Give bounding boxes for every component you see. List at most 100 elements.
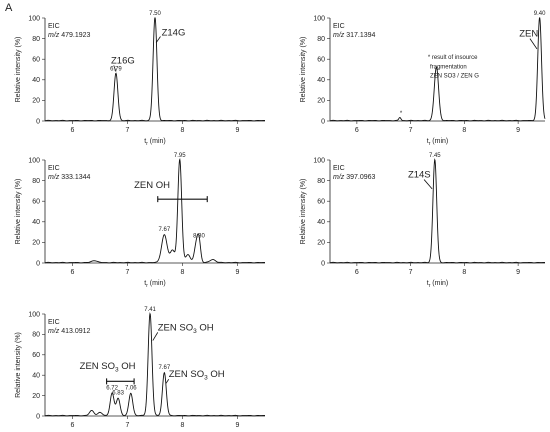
compound-label: Z16G — [111, 55, 135, 66]
panel-p3: 0 20 40 60 80 100 6 7 8 9 Relative intensity (%) tr… — [15, 153, 266, 289]
chromatogram-trace — [44, 312, 266, 417]
y-tick-label: 40 — [32, 219, 40, 226]
note-text: ZEN SO3 / ZEN G — [430, 74, 479, 80]
y-axis-label: Relative intensity (%) — [300, 179, 307, 245]
panel-label: A — [5, 2, 13, 14]
y-tick-label: 40 — [317, 219, 325, 226]
x-axis-label: tr (min) — [144, 280, 166, 289]
x-tick-label: 8 — [462, 269, 466, 276]
peak-rt-label: 6.72 — [106, 386, 118, 392]
compound-label: ZEN — [519, 29, 538, 40]
y-tick-label: 60 — [32, 352, 40, 359]
y-tick-label: 80 — [32, 178, 40, 185]
y-tick-label: 40 — [32, 373, 40, 380]
compound-label: ZEN OH — [134, 180, 170, 191]
y-axis-label: Relative intensity (%) — [300, 37, 307, 103]
peak-rt-label: 7.06 — [125, 386, 137, 392]
note-text: * result of insource — [428, 55, 478, 61]
y-tick-label: 0 — [36, 413, 40, 420]
x-tick-label: 7 — [409, 127, 413, 134]
peak-rt-label: 6.83 — [112, 391, 124, 397]
x-tick-label: 9 — [236, 422, 240, 429]
chromatogram-trace — [44, 17, 266, 122]
x-tick-label: 7 — [126, 269, 130, 276]
mz-label: m/z 413.0912 — [48, 328, 91, 335]
eic-label: EIC — [48, 23, 60, 30]
y-tick-label: 60 — [317, 199, 325, 206]
chromatogram-trace — [329, 17, 546, 122]
x-axis-label: tr (min) — [427, 280, 449, 289]
peak-rt-label: 7.50 — [149, 11, 161, 17]
x-tick-label: 9 — [516, 269, 520, 276]
x-tick-label: 8 — [462, 127, 466, 134]
y-tick-label: 20 — [32, 393, 40, 400]
panel-p4: 0 20 40 60 80 100 6 7 8 9 Relative intensity (%) tr… — [300, 153, 546, 289]
y-tick-label: 20 — [32, 240, 40, 247]
annotation-pointer — [165, 379, 170, 384]
note-text: fragmentation — [430, 64, 467, 70]
x-tick-label: 6 — [355, 127, 359, 134]
x-tick-label: 8 — [181, 127, 185, 134]
x-tick-label: 9 — [236, 127, 240, 134]
peak-rt-label: 7.67 — [159, 227, 171, 233]
y-tick-label: 100 — [28, 311, 40, 318]
y-tick-label: 80 — [317, 178, 325, 185]
compound-label: ZEN SO3 OH — [158, 322, 214, 335]
panel-p2: 0 20 40 60 80 100 6 7 8 9 Relative intensity (%) tr… — [300, 11, 546, 147]
annotation-pointer — [529, 38, 538, 50]
y-tick-label: 20 — [317, 98, 325, 105]
y-tick-label: 40 — [317, 77, 325, 84]
y-tick-label: 0 — [36, 118, 40, 125]
compound-label: ZEN SO3 OH — [169, 369, 225, 382]
y-tick-label: 100 — [28, 15, 40, 22]
peak-rt-label: 8.30 — [193, 233, 205, 239]
y-tick-label: 100 — [313, 157, 325, 164]
x-tick-label: 7 — [126, 422, 130, 429]
y-tick-label: 60 — [32, 199, 40, 206]
y-tick-label: 100 — [313, 15, 325, 22]
peak-rt-label: 7.95 — [174, 153, 186, 159]
annotation-pointer — [155, 36, 161, 43]
x-tick-label: 6 — [71, 422, 75, 429]
y-axis-label: Relative intensity (%) — [15, 37, 22, 103]
x-tick-label: 8 — [181, 422, 185, 429]
y-tick-label: 60 — [32, 57, 40, 64]
x-tick-label: 7 — [409, 269, 413, 276]
annotation-pointer — [152, 332, 159, 341]
x-tick-label: 9 — [516, 127, 520, 134]
peak-rt-label: 6.79 — [110, 67, 122, 73]
y-tick-label: 0 — [321, 260, 325, 267]
chromatogram-trace — [329, 158, 546, 264]
x-tick-label: 6 — [71, 127, 75, 134]
annotation-pointer — [113, 65, 117, 72]
y-tick-label: 100 — [28, 157, 40, 164]
y-tick-label: 80 — [32, 332, 40, 339]
y-tick-label: 20 — [32, 98, 40, 105]
x-tick-label: 9 — [236, 269, 240, 276]
x-axis-label: tr (min) — [427, 138, 449, 147]
x-tick-label: 8 — [181, 269, 185, 276]
peak-rt-label: 7.67 — [159, 365, 171, 371]
eic-label: EIC — [333, 165, 345, 172]
x-tick-label: 7 — [126, 127, 130, 134]
peak-group-bracket — [106, 378, 135, 385]
mz-label: m/z 333.1344 — [48, 174, 91, 181]
y-tick-label: 80 — [317, 36, 325, 43]
y-tick-label: 0 — [36, 260, 40, 267]
y-tick-label: 0 — [321, 118, 325, 125]
chromatogram-trace — [44, 158, 266, 264]
mz-label: m/z 479.1923 — [48, 32, 91, 39]
compound-label: ZEN SO3 OH — [80, 361, 136, 374]
y-tick-label: 60 — [317, 57, 325, 64]
y-axis-label: Relative intensity (%) — [15, 179, 22, 245]
eic-label: EIC — [48, 319, 60, 326]
annotation-pointer — [423, 179, 433, 190]
note-text: * — [400, 111, 403, 117]
x-tick-label: 6 — [355, 269, 359, 276]
compound-label: Z14G — [162, 28, 186, 39]
y-tick-label: 40 — [32, 77, 40, 84]
y-axis-label: Relative intensity (%) — [15, 332, 22, 398]
y-tick-label: 20 — [317, 240, 325, 247]
